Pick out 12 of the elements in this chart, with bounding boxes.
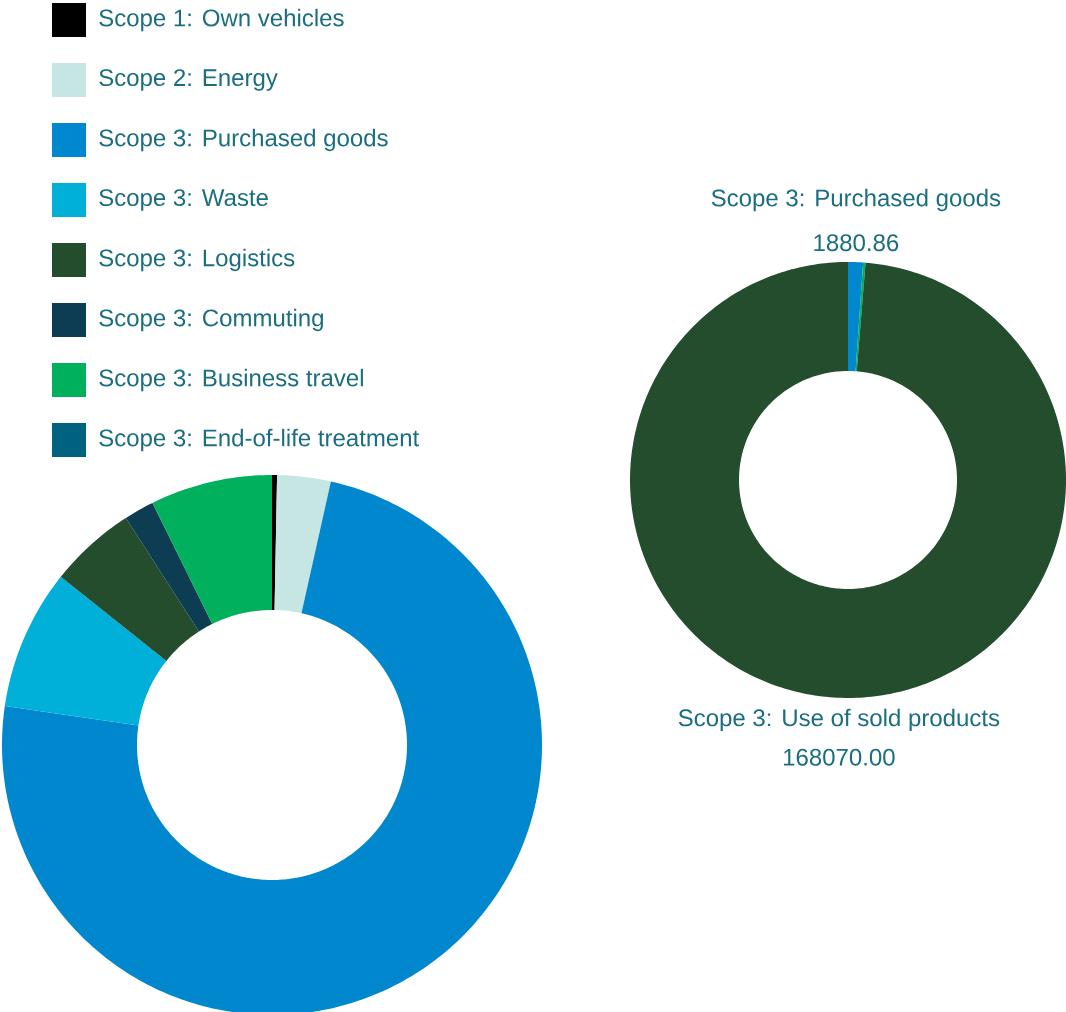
legend-label: Scope 3: Logistics — [99, 248, 295, 272]
legend-label: Scope 1: Own vehicles — [99, 8, 344, 32]
data-label: 168070.00 — [784, 748, 895, 766]
legend-label: Scope 2: Energy — [99, 69, 278, 91]
legend-label: Scope 3: Purchased goods — [99, 128, 388, 152]
slice-label: Scope 3: Purchased goods — [711, 188, 1001, 212]
data-label: 1880.86 — [814, 234, 899, 252]
legend-label: Scope 3: Commuting — [99, 308, 323, 332]
legend-label: Scope 3: Waste — [99, 189, 268, 211]
slice-label: Scope 3: Use of sold products — [678, 708, 1000, 732]
legend-label: Scope 3: End-of-life treatment — [99, 428, 420, 452]
legend-label: Scope 3: Business travel — [99, 368, 363, 392]
